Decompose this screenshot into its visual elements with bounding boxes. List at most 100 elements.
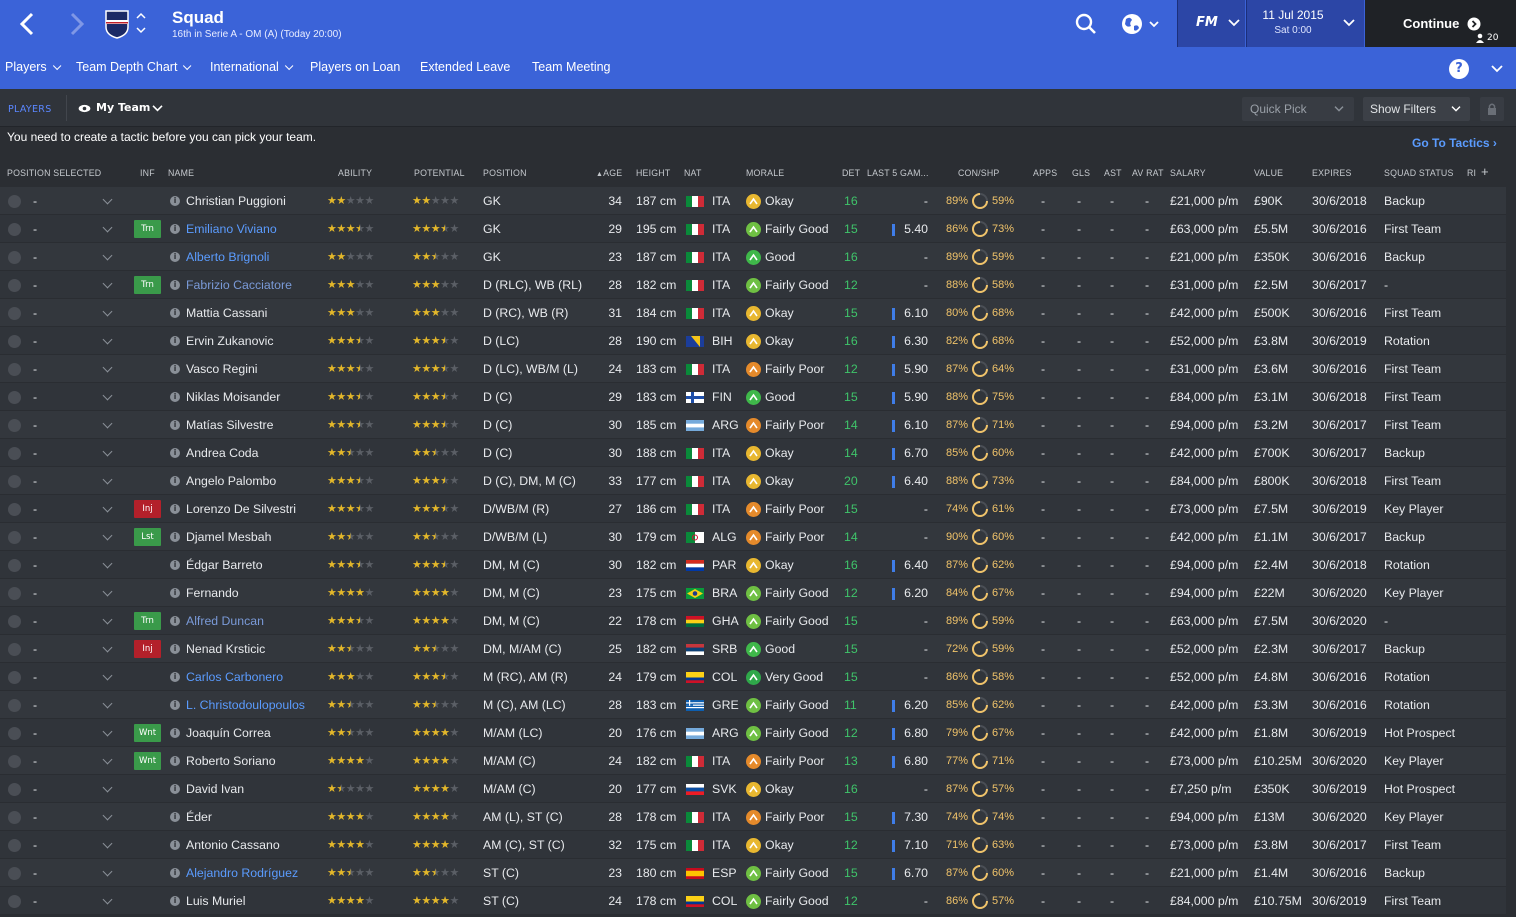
col-gls[interactable]: GLS: [1072, 168, 1091, 178]
fm-menu-button[interactable]: FM: [1177, 0, 1245, 47]
chevron-down-icon[interactable]: [102, 866, 113, 877]
select-toggle-icon[interactable]: [8, 811, 21, 824]
info-badge[interactable]: Trn: [134, 276, 161, 294]
table-row[interactable]: - Inj i Lorenzo De Silvestri ★★★★★ ★★★★★ D/WB/…: [0, 495, 1506, 523]
chevron-down-icon[interactable]: [102, 278, 113, 289]
info-icon[interactable]: i: [170, 896, 180, 906]
col-det[interactable]: DET: [842, 168, 861, 178]
lock-icon[interactable]: [1480, 97, 1504, 121]
player-name[interactable]: L. Christodoulopoulos: [186, 698, 305, 712]
col-con-shp[interactable]: CON/SHP: [958, 168, 1000, 178]
table-row[interactable]: - i Ervin Zukanovic ★★★★★ ★★★★★ D (LC) 28 190 c…: [0, 327, 1506, 355]
chevron-down-icon[interactable]: [102, 446, 113, 457]
select-toggle-icon[interactable]: [8, 727, 21, 740]
players-panel-tab[interactable]: PLAYERS: [8, 104, 52, 115]
player-name[interactable]: Vasco Regini: [186, 362, 258, 376]
info-icon[interactable]: i: [170, 476, 180, 486]
col-name[interactable]: NAME: [168, 168, 195, 178]
table-row[interactable]: - Trn i Alfred Duncan ★★★★★ ★★★★★ DM, M (C) 22 1…: [0, 607, 1506, 635]
info-badge[interactable]: Inj: [134, 640, 161, 658]
info-icon[interactable]: i: [170, 532, 180, 542]
player-name[interactable]: Niklas Moisander: [186, 390, 281, 404]
col-ast[interactable]: AST: [1104, 168, 1122, 178]
table-row[interactable]: - Wnt i Roberto Soriano ★★★★★ ★★★★★ M/AM (C) 24…: [0, 747, 1506, 775]
chevron-down-icon[interactable]: [152, 104, 163, 113]
forward-arrow-icon[interactable]: [58, 6, 94, 42]
chevron-down-icon[interactable]: [102, 838, 113, 849]
info-icon[interactable]: i: [170, 196, 180, 206]
table-row[interactable]: - i Andrea Coda ★★★★★ ★★★★★ D (C) 30 188 cm ITA O…: [0, 439, 1506, 467]
chevron-down-icon[interactable]: [102, 362, 113, 373]
back-arrow-icon[interactable]: [10, 6, 46, 42]
tab-extended-leave[interactable]: Extended Leave: [420, 60, 511, 74]
chevron-down-icon[interactable]: [102, 250, 113, 261]
info-icon[interactable]: i: [170, 700, 180, 710]
info-icon[interactable]: i: [170, 280, 180, 290]
player-name[interactable]: Ervin Zukanovic: [186, 334, 274, 348]
info-badge[interactable]: Trn: [134, 612, 161, 630]
col-expires[interactable]: EXPIRES: [1312, 168, 1352, 178]
table-row[interactable]: - Inj i Nenad Krsticic ★★★★★ ★★★★★ DM, M/AM (C…: [0, 635, 1506, 663]
select-toggle-icon[interactable]: [8, 839, 21, 852]
chevron-down-icon[interactable]: [102, 726, 113, 737]
tab-international[interactable]: International: [210, 60, 294, 74]
col-age[interactable]: ▲AGE: [596, 168, 623, 178]
info-icon[interactable]: i: [170, 392, 180, 402]
col-av-rat[interactable]: AV RAT: [1132, 168, 1164, 178]
info-badge[interactable]: Inj: [134, 500, 161, 518]
info-icon[interactable]: i: [170, 308, 180, 318]
info-icon[interactable]: i: [170, 224, 180, 234]
info-icon[interactable]: i: [170, 448, 180, 458]
info-icon[interactable]: i: [170, 616, 180, 626]
add-column-icon[interactable]: +: [1481, 164, 1489, 179]
player-name[interactable]: Alberto Brignoli: [186, 250, 270, 264]
select-toggle-icon[interactable]: [8, 531, 21, 544]
table-row[interactable]: - i Niklas Moisander ★★★★★ ★★★★★ D (C) 29 183 c…: [0, 383, 1506, 411]
table-row[interactable]: - i Luis Muriel ★★★★★ ★★★★★ ST (C) 24 178 cm COL…: [0, 887, 1506, 915]
info-icon[interactable]: i: [170, 420, 180, 430]
info-badge[interactable]: Wnt: [134, 752, 161, 770]
info-icon[interactable]: i: [170, 504, 180, 514]
info-icon[interactable]: i: [170, 336, 180, 346]
col-inf[interactable]: INF: [140, 168, 155, 178]
chevron-down-icon[interactable]: [102, 586, 113, 597]
table-row[interactable]: - i Éder ★★★★★ ★★★★★ AM (L), ST (C) 28 178 cm IT…: [0, 803, 1506, 831]
player-name[interactable]: Angelo Palombo: [186, 474, 277, 488]
player-name[interactable]: Édgar Barreto: [186, 558, 263, 572]
info-icon[interactable]: i: [170, 364, 180, 374]
info-icon[interactable]: i: [170, 672, 180, 682]
player-name[interactable]: Nenad Krsticic: [186, 642, 266, 656]
select-toggle-icon[interactable]: [8, 503, 21, 516]
select-toggle-icon[interactable]: [8, 671, 21, 684]
player-name[interactable]: Éder: [186, 810, 212, 824]
col-ri[interactable]: RI: [1467, 168, 1477, 178]
select-toggle-icon[interactable]: [8, 587, 21, 600]
col-nat[interactable]: NAT: [684, 168, 702, 178]
player-name[interactable]: Christian Puggioni: [186, 194, 286, 208]
chevron-down-icon[interactable]: [102, 642, 113, 653]
info-badge[interactable]: Trn: [134, 220, 161, 238]
info-badge[interactable]: Lst: [134, 528, 161, 546]
help-icon[interactable]: ?: [1449, 59, 1469, 79]
collapse-chevron-icon[interactable]: [1490, 62, 1504, 76]
select-toggle-icon[interactable]: [8, 223, 21, 236]
select-toggle-icon[interactable]: [8, 783, 21, 796]
table-row[interactable]: - i Angelo Palombo ★★★★★ ★★★★★ D (C), DM, M (…: [0, 467, 1506, 495]
info-icon[interactable]: i: [170, 756, 180, 766]
player-name[interactable]: Alejandro Rodríguez: [186, 866, 299, 880]
player-name[interactable]: Carlos Carbonero: [186, 670, 284, 684]
continue-button[interactable]: Continue 20: [1365, 0, 1516, 47]
player-name[interactable]: Roberto Soriano: [186, 754, 276, 768]
chevron-down-icon[interactable]: [102, 306, 113, 317]
quick-pick-dropdown[interactable]: Quick Pick: [1242, 97, 1354, 121]
player-name[interactable]: Emiliano Viviano: [186, 222, 277, 236]
chevron-down-icon[interactable]: [102, 894, 113, 905]
col-squad-status[interactable]: SQUAD STATUS: [1384, 168, 1454, 178]
select-toggle-icon[interactable]: [8, 615, 21, 628]
select-toggle-icon[interactable]: [8, 363, 21, 376]
info-icon[interactable]: i: [170, 868, 180, 878]
table-row[interactable]: - i Vasco Regini ★★★★★ ★★★★★ D (LC), WB/M (L)…: [0, 355, 1506, 383]
info-badge[interactable]: Wnt: [134, 724, 161, 742]
col-position-selected[interactable]: POSITION SELECTED: [7, 168, 102, 178]
table-row[interactable]: - i Fernando ★★★★★ ★★★★★ DM, M (C) 23 175 cm BRA…: [0, 579, 1506, 607]
